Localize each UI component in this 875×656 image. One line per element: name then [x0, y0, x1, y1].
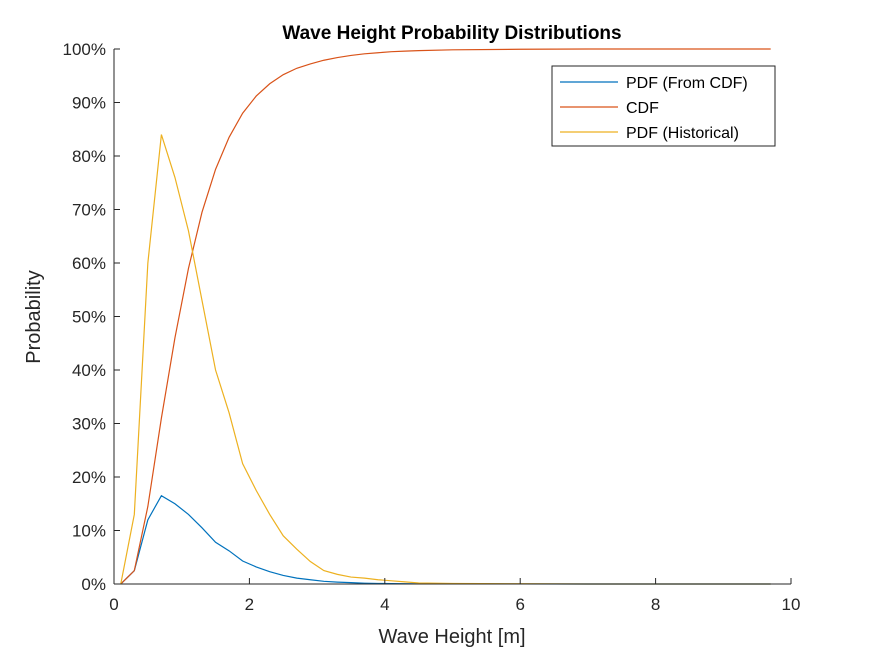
x-tick-label: 8	[651, 595, 660, 614]
axes-layer: 0 2 4 6 8 100%10%20%30%40%50%60%70%80%90%100%	[63, 40, 801, 614]
y-tick-label: 60%	[72, 254, 106, 273]
legend-items: PDF (From CDF) CDF PDF (Historical)	[560, 75, 748, 142]
chart-title: Wave Height Probability Distributions	[282, 23, 621, 44]
y-tick-label: 10%	[72, 522, 106, 541]
legend: PDF (From CDF) CDF PDF (Historical)	[551, 65, 776, 147]
legend-label-2: PDF (Historical)	[626, 125, 739, 142]
legend-label-0: PDF (From CDF)	[626, 75, 748, 92]
y-tick-label: 80%	[72, 147, 106, 166]
x-tick-label: 0	[109, 595, 118, 614]
y-tick-label: 90%	[72, 94, 106, 113]
y-tick-label: 70%	[72, 201, 106, 220]
x-axis-label: Wave Height [m]	[378, 626, 525, 648]
y-tick-label: 30%	[72, 415, 106, 434]
series-line-1	[120, 48, 771, 585]
legend-box	[551, 65, 776, 147]
x-tick-label: 4	[380, 595, 389, 614]
x-tick-label: 10	[782, 595, 801, 614]
y-tick-label: 0%	[81, 575, 106, 594]
legend-label-1: CDF	[626, 100, 659, 117]
y-tick-label: 50%	[72, 308, 106, 327]
x-tick-label: 6	[515, 595, 524, 614]
y-tick-label: 20%	[72, 468, 106, 487]
y-axis-label: Probability	[23, 270, 45, 363]
x-tick-label: 2	[245, 595, 254, 614]
y-tick-label: 100%	[63, 40, 106, 59]
y-tick-label: 40%	[72, 361, 106, 380]
